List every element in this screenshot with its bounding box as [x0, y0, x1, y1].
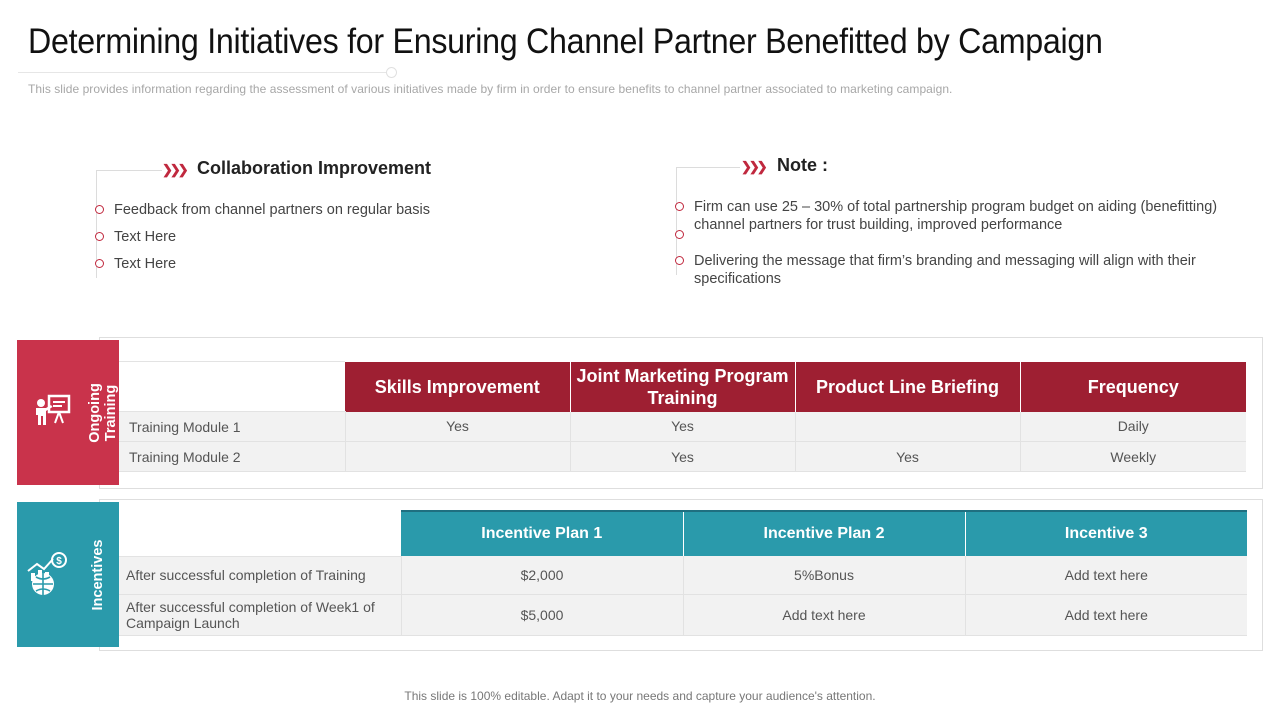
presentation-icon — [33, 393, 73, 438]
table-cell: Yes — [570, 411, 796, 442]
training-side-tab: Ongoing Training — [17, 340, 119, 485]
table-cell: 5%Bonus — [683, 556, 966, 595]
table-cell: Yes — [795, 441, 1021, 472]
table-cell: Yes — [345, 411, 571, 442]
column-header: Product Line Briefing — [795, 361, 1021, 412]
list-item: Feedback from channel partners on regula… — [95, 201, 596, 219]
table-cell: $5,000 — [401, 594, 684, 636]
row-label: After successful completion of Training — [119, 556, 402, 595]
svg-text:$: $ — [56, 556, 62, 567]
collaboration-heading: Collaboration Improvement — [197, 158, 432, 178]
collaboration-list: Feedback from channel partners on regula… — [95, 201, 596, 273]
table-row: After successful completion of Training … — [119, 556, 1247, 595]
chevrons-icon: ❯❯❯ — [741, 159, 768, 174]
training-tab-label: Ongoing Training — [87, 383, 119, 443]
column-header: Incentive Plan 2 — [683, 510, 966, 556]
bullet-icon — [675, 230, 684, 239]
bullet-icon — [675, 202, 684, 211]
table-cell: Daily — [1020, 411, 1246, 442]
row-label: Training Module 1 — [119, 411, 346, 442]
row-label: Training Module 2 — [119, 441, 346, 472]
row-label: After successful completion of Week1 of … — [119, 594, 402, 636]
column-header: Frequency — [1020, 361, 1246, 412]
list-item: Text Here — [95, 228, 596, 246]
incentives-tab-label: Incentives — [90, 539, 106, 611]
list-item: Delivering the message that firm’s brand… — [675, 230, 1236, 288]
chevrons-icon: ❯❯❯ — [162, 162, 189, 177]
title-divider-dot — [386, 67, 397, 78]
table-cell: Add text here — [965, 556, 1247, 595]
table-row: After successful completion of Week1 of … — [119, 594, 1247, 636]
incentives-side-tab: $ Incentives — [17, 502, 119, 647]
bullet-icon — [95, 232, 104, 241]
table-row: Training Module 1 Yes Yes Daily — [119, 411, 1246, 442]
table-cell: Weekly — [1020, 441, 1246, 472]
title-divider — [18, 72, 388, 73]
page-subtitle: This slide provides information regardin… — [28, 82, 953, 96]
table-cell — [795, 411, 1021, 442]
bullet-icon — [95, 259, 104, 268]
table-cell — [345, 441, 571, 472]
globe-money-icon: $ — [25, 551, 69, 602]
column-header: Skills Improvement — [345, 361, 571, 412]
footer-note: This slide is 100% editable. Adapt it to… — [404, 689, 876, 703]
incentives-table: Incentive Plan 1 Incentive Plan 2 Incent… — [119, 510, 1247, 636]
column-header: Incentive Plan 1 — [401, 510, 684, 556]
note-heading: Note : — [777, 155, 828, 175]
list-item: Firm can use 25 – 30% of total partnersh… — [675, 198, 1236, 234]
training-table: Skills Improvement Joint Marketing Progr… — [119, 361, 1246, 472]
column-header: Joint Marketing Program Training — [570, 361, 796, 412]
page-title: Determining Initiatives for Ensuring Cha… — [28, 22, 1103, 61]
list-item: Text Here — [95, 255, 596, 273]
table-cell: Yes — [570, 441, 796, 472]
table-corner — [119, 511, 401, 557]
table-cell: Add text here — [683, 594, 966, 636]
note-bracket — [676, 167, 740, 275]
collaboration-bracket — [96, 170, 162, 278]
note-list: Firm can use 25 – 30% of total partnersh… — [675, 198, 1236, 288]
column-header: Incentive 3 — [965, 510, 1247, 556]
table-cell: Add text here — [965, 594, 1247, 636]
table-row: Training Module 2 Yes Yes Weekly — [119, 441, 1246, 472]
table-cell: $2,000 — [401, 556, 684, 595]
bullet-icon — [95, 205, 104, 214]
bullet-icon — [675, 256, 684, 265]
table-corner — [119, 361, 345, 412]
